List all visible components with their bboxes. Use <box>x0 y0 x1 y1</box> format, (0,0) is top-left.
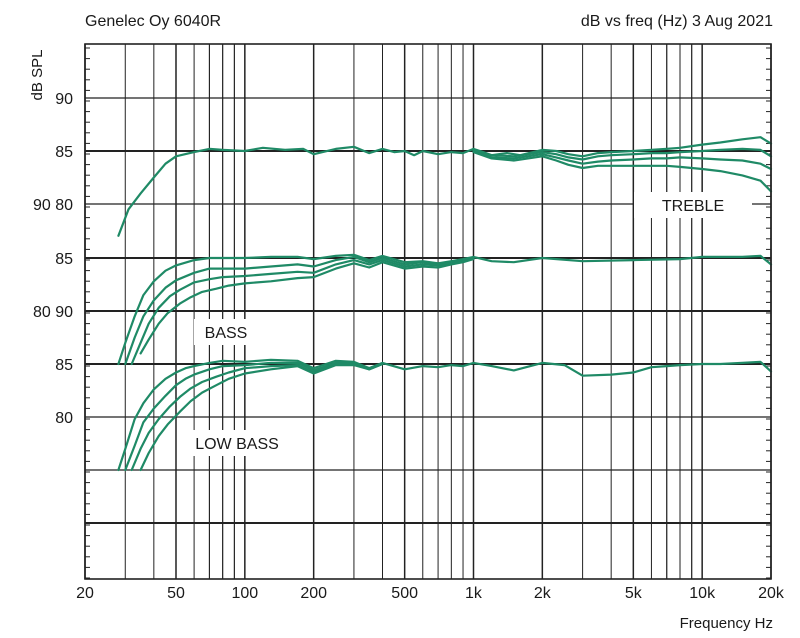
plot-frame <box>84 43 772 580</box>
series-line-bass-2 <box>124 255 475 366</box>
series-line-bass-1 <box>117 253 773 366</box>
series-line-treble-1 <box>117 136 773 237</box>
x-tick-label: 20k <box>758 585 785 602</box>
series-line-bass-3 <box>130 256 475 366</box>
x-tick-label: 500 <box>391 585 418 602</box>
y-tick-label: 85 <box>55 251 73 268</box>
series-line-bass-4 <box>139 258 475 355</box>
annotation-bg-bass <box>194 319 258 345</box>
series-line-lowbass-4 <box>139 362 384 472</box>
x-tick-labels: 20 50 100 200 500 1k 2k 5k 10k 20k <box>76 585 785 602</box>
annotation-bg-treble <box>634 192 752 218</box>
x-tick-label: 100 <box>231 585 258 602</box>
y-tick-label: 90 <box>55 91 73 108</box>
annotation-bass: BASS <box>205 325 248 342</box>
x-tick-label: 5k <box>625 585 643 602</box>
response-curves <box>117 136 773 472</box>
panel-annotations: TREBLE BASS LOW BASS <box>178 192 752 456</box>
annotation-bg-lowbass <box>178 430 296 456</box>
x-axis-label: Frequency Hz <box>680 615 773 632</box>
y-tick-label: 80 <box>55 410 73 427</box>
y-minor-ticks <box>85 47 771 579</box>
y-tick-label: 80 90 <box>33 304 73 321</box>
x-tick-label: 2k <box>534 585 552 602</box>
series-line-treble-2 <box>472 147 773 161</box>
y-axis-label: dB SPL <box>29 50 46 101</box>
y-tick-labels: 90 85 90 80 85 80 90 85 80 <box>33 91 73 427</box>
y-tick-label: 85 <box>55 144 73 161</box>
x-tick-label: 200 <box>300 585 327 602</box>
chart-title-left: Genelec Oy 6040R <box>85 13 221 30</box>
annotation-lowbass: LOW BASS <box>195 436 279 453</box>
chart-title-right: dB vs freq (Hz) 3 Aug 2021 <box>581 13 773 30</box>
x-tick-label: 10k <box>689 585 716 602</box>
x-tick-label: 50 <box>167 585 185 602</box>
grid-major <box>84 44 772 579</box>
y-tick-label: 85 <box>55 357 73 374</box>
y-tick-label: 90 80 <box>33 197 73 214</box>
x-tick-label: 1k <box>465 585 483 602</box>
x-tick-label: 20 <box>76 585 94 602</box>
series-line-treble-3 <box>472 149 773 171</box>
series-line-treble-4 <box>472 151 773 193</box>
annotation-treble: TREBLE <box>662 198 724 215</box>
series-line-lowbass-1 <box>117 358 773 472</box>
